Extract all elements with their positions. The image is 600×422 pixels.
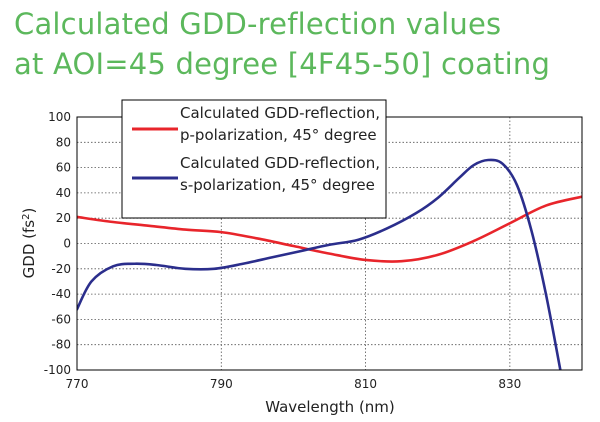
x-tick-labels: 770 790 810 830: [66, 377, 522, 391]
legend-label-p-line-1: Calculated GDD-reflection,: [180, 104, 380, 122]
y-axis-label-tail: ): [20, 208, 38, 214]
y-tick-label: 100: [48, 110, 71, 124]
chart-title-line-1: Calculated GDD-reflection values: [14, 7, 502, 41]
y-tick-label: -80: [51, 338, 71, 352]
y-tick-label: 80: [56, 135, 71, 149]
legend: Calculated GDD-reflection, p-polarizatio…: [121, 99, 387, 219]
y-axis-label-main: GDD (fs: [20, 220, 38, 279]
series-line-s-polarization: [77, 158, 562, 370]
series-layer: [77, 158, 582, 370]
legend-box: [121, 99, 387, 219]
y-tick-label: 0: [63, 237, 71, 251]
y-tick-label: 60: [56, 161, 71, 175]
x-tick-label: 770: [66, 377, 89, 391]
legend-label-s-line-2: s-polarization, 45° degree: [180, 176, 375, 194]
y-tick-labels: 100 80 60 40 20 0 -20 -40 -60 -80 -100: [44, 110, 71, 377]
y-tick-label: -60: [51, 312, 71, 326]
x-tick-label: 810: [354, 377, 377, 391]
chart-title-line-2: at AOI=45 degree [4F45-50] coating: [14, 47, 551, 81]
chart-title: Calculated GDD-reflection values at AOI=…: [14, 4, 594, 84]
legend-label-p-line-2: p-polarization, 45° degree: [180, 126, 377, 144]
y-tick-label: -20: [51, 262, 71, 276]
x-tick-label: 830: [498, 377, 521, 391]
y-axis-label-sup: 2: [21, 214, 32, 220]
y-tick-label: 40: [56, 186, 71, 200]
x-tick-label: 790: [210, 377, 233, 391]
y-axis-label: GDD (fs2): [20, 208, 38, 279]
y-tick-label: 20: [56, 211, 71, 225]
legend-label-s-line-1: Calculated GDD-reflection,: [180, 154, 380, 172]
y-tick-label: -40: [51, 287, 71, 301]
grid-layer: [77, 117, 582, 370]
x-axis-label: Wavelength (nm): [265, 398, 395, 416]
y-tick-label: -100: [44, 363, 71, 377]
series-line-p-polarization: [77, 195, 582, 263]
